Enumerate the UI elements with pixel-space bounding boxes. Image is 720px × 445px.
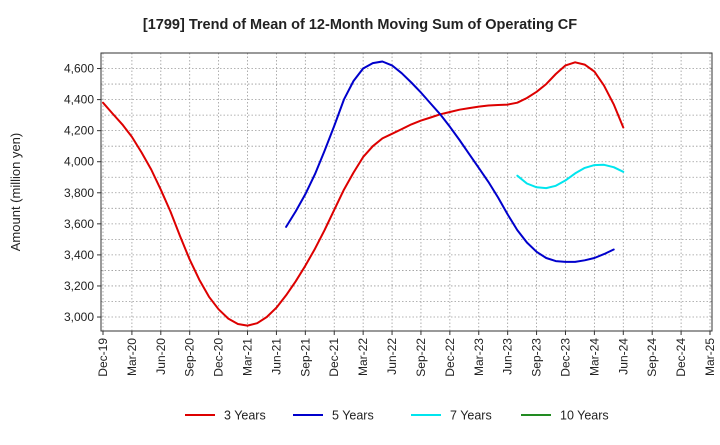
plot-area xyxy=(101,53,712,331)
legend-label-7-years: 7 Years xyxy=(450,409,492,423)
grid-lines xyxy=(101,52,712,331)
y-axis-label: Amount (million yen) xyxy=(8,133,23,252)
x-axis-ticks: Dec-19 Mar-20 Jun-20 Sep-20 Dec-20 Mar-21 Jun-… xyxy=(96,331,717,377)
x-tick-label: Dec-22 xyxy=(443,338,457,377)
x-tick-label: Jun-20 xyxy=(154,338,168,375)
legend-label-5-years: 5 Years xyxy=(332,409,374,423)
x-tick-label: Sep-22 xyxy=(414,338,428,377)
x-tick-label: Sep-24 xyxy=(645,338,659,377)
x-tick-label: Mar-23 xyxy=(472,338,486,376)
x-tick-label: Dec-24 xyxy=(674,338,688,377)
x-tick-label: Dec-19 xyxy=(96,338,110,377)
x-tick-label: Dec-23 xyxy=(558,338,572,377)
x-tick-label: Mar-25 xyxy=(703,338,717,376)
y-tick-label: 3,000 xyxy=(64,310,94,324)
y-tick-label: 3,800 xyxy=(64,186,94,200)
y-tick-label: 3,600 xyxy=(64,217,94,231)
x-tick-label: Mar-21 xyxy=(241,338,255,376)
x-tick-label: Mar-20 xyxy=(125,338,139,376)
chart-title: [1799] Trend of Mean of 12-Month Moving … xyxy=(143,17,577,33)
series-line-7-years xyxy=(516,163,625,190)
y-tick-label: 3,200 xyxy=(64,279,94,293)
legend: 3 Years 5 Years 7 Years 10 Years xyxy=(185,409,609,423)
plot-frame xyxy=(100,52,713,332)
x-tick-label: Sep-20 xyxy=(183,338,197,377)
y-tick-label: 3,400 xyxy=(64,248,94,262)
x-tick-label: Jun-21 xyxy=(269,338,283,375)
x-tick-label: Mar-22 xyxy=(356,338,370,376)
y-tick-label: 4,200 xyxy=(64,124,94,138)
x-tick-label: Jun-24 xyxy=(616,338,630,375)
x-tick-label: Sep-23 xyxy=(530,338,544,377)
series-line-3-years xyxy=(102,61,625,327)
y-tick-label: 4,600 xyxy=(64,62,94,76)
series-lines xyxy=(102,60,625,327)
legend-label-3-years: 3 Years xyxy=(224,409,266,423)
y-tick-label: 4,000 xyxy=(64,155,94,169)
x-tick-label: Dec-20 xyxy=(212,338,226,377)
x-tick-label: Mar-24 xyxy=(587,338,601,376)
series-line-5-years xyxy=(285,60,615,263)
x-tick-label: Jun-22 xyxy=(385,338,399,375)
y-axis-ticks: 3,000 3,200 3,400 3,600 3,800 4,000 4,200 4,400… xyxy=(64,62,101,324)
y-tick-label: 4,400 xyxy=(64,93,94,107)
x-tick-label: Dec-21 xyxy=(327,338,341,377)
x-tick-label: Jun-23 xyxy=(501,338,515,375)
x-tick-label: Sep-21 xyxy=(298,338,312,377)
legend-label-10-years: 10 Years xyxy=(560,409,609,423)
